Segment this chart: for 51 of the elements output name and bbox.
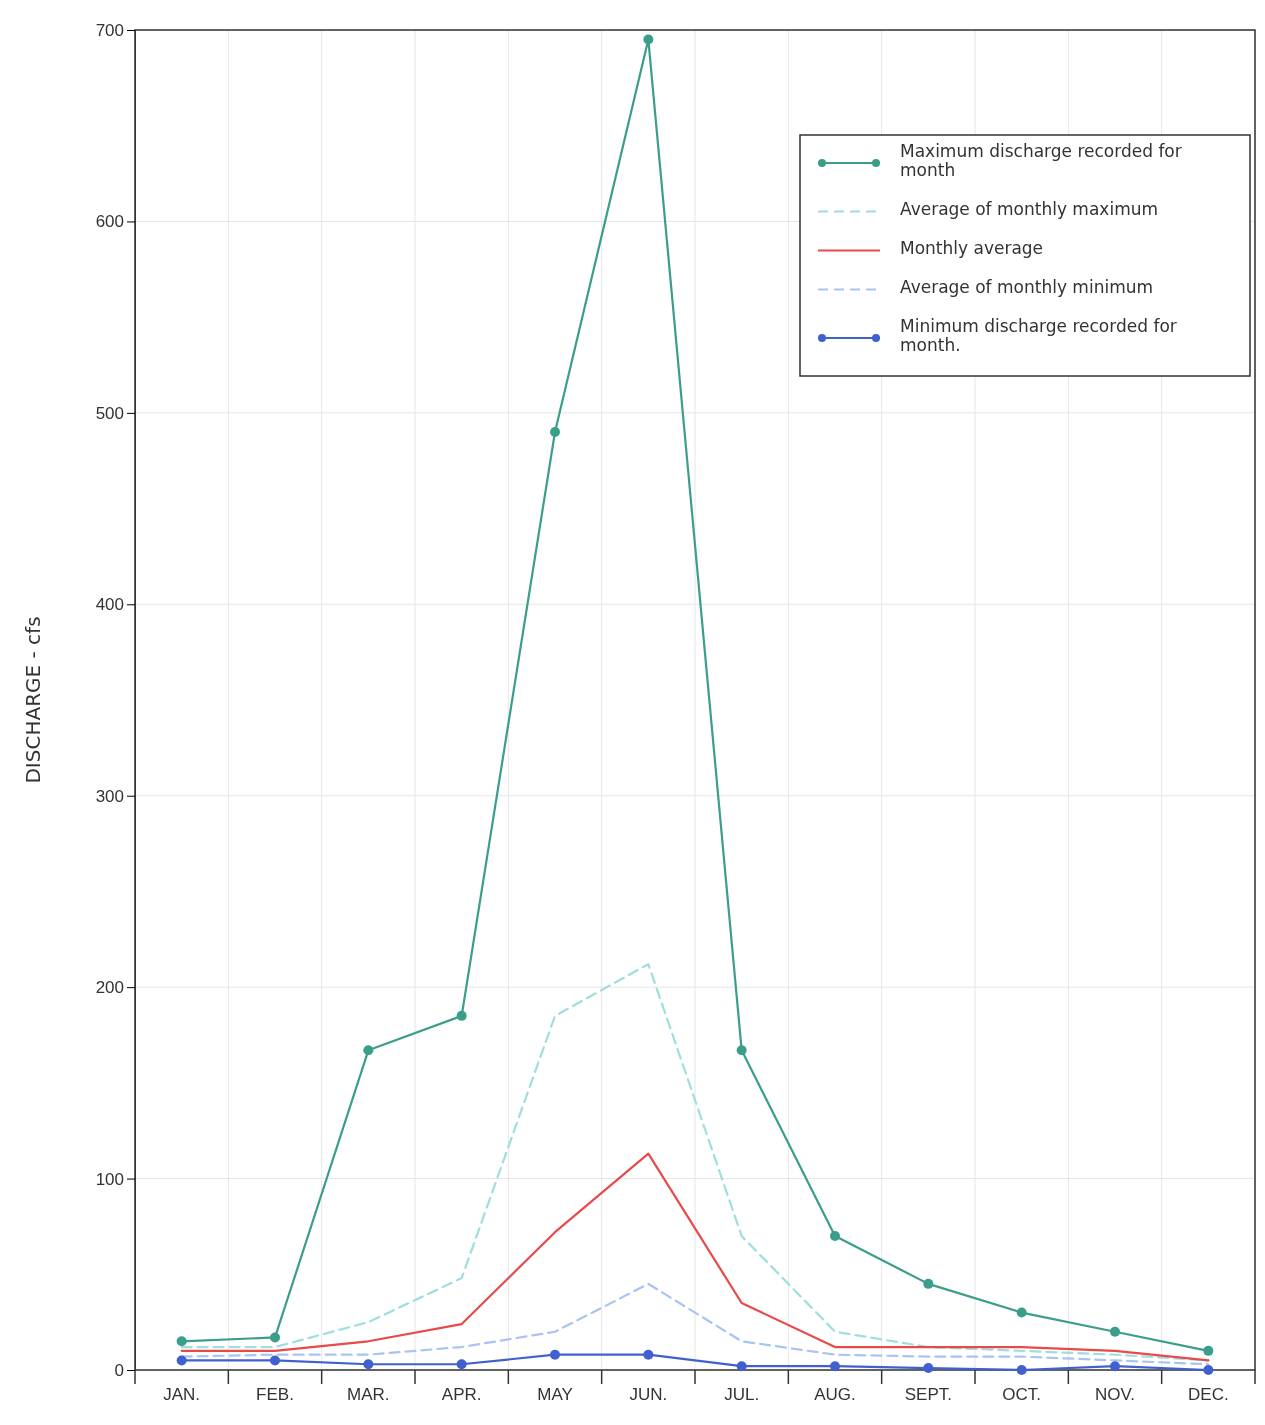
- legend-label: Minimum discharge recorded for month.: [900, 316, 1177, 355]
- point: [270, 1332, 280, 1343]
- point: [736, 1045, 747, 1056]
- y-tick-label: 500: [95, 403, 124, 423]
- y-tick-label: 300: [95, 786, 124, 806]
- point: [643, 34, 654, 45]
- point: [176, 1336, 187, 1347]
- x-tick-label: MAR.: [347, 1385, 390, 1405]
- point: [923, 1278, 934, 1289]
- x-tick-label: JUL.: [724, 1385, 760, 1405]
- point: [1110, 1361, 1120, 1372]
- point: [456, 1010, 467, 1021]
- x-tick-label: AUG.: [814, 1385, 856, 1405]
- y-axis-title: DISCHARGE - cfs: [21, 616, 45, 784]
- x-tick-label: APR.: [441, 1385, 482, 1405]
- point: [550, 1349, 560, 1360]
- x-tick-label: DEC.: [1188, 1385, 1229, 1405]
- legend-label: Maximum discharge recorded for month: [900, 141, 1182, 180]
- point: [736, 1361, 747, 1372]
- point: [923, 1363, 934, 1374]
- point: [830, 1361, 840, 1372]
- x-tick-label: NOV.: [1094, 1385, 1136, 1405]
- point: [456, 1359, 467, 1370]
- x-tick-label: JAN.: [163, 1385, 201, 1405]
- point: [1016, 1365, 1027, 1375]
- y-tick-label: 700: [95, 20, 124, 40]
- legend-label: Average of monthly maximum: [900, 199, 1159, 219]
- y-tick-label: 400: [95, 595, 124, 615]
- line-series: [180, 1152, 1210, 1362]
- point: [830, 1231, 840, 1241]
- y-tick-label: 600: [95, 212, 124, 232]
- y-tick-label: 200: [95, 978, 124, 998]
- point: [1203, 1345, 1214, 1356]
- point: [363, 1359, 374, 1370]
- point: [270, 1355, 280, 1366]
- point: [176, 1355, 187, 1366]
- point: [550, 427, 560, 437]
- x-tick-label: OCT.: [1002, 1385, 1042, 1405]
- point: [1203, 1365, 1214, 1375]
- y-tick-label: 0: [114, 1360, 124, 1380]
- legend-label: Average of monthly minimum: [900, 277, 1154, 297]
- x-tick-label: FEB.: [256, 1385, 294, 1405]
- x-tick-label: SEPT.: [904, 1385, 952, 1405]
- legend-label: Monthly average: [900, 238, 1044, 258]
- point: [363, 1045, 374, 1056]
- y-tick-label: 100: [95, 1169, 124, 1189]
- point: [643, 1349, 654, 1360]
- x-tick-label: JUN.: [629, 1385, 668, 1405]
- point: [1110, 1326, 1120, 1337]
- x-tick-label: MAY: [537, 1385, 573, 1405]
- point: [1016, 1307, 1027, 1318]
